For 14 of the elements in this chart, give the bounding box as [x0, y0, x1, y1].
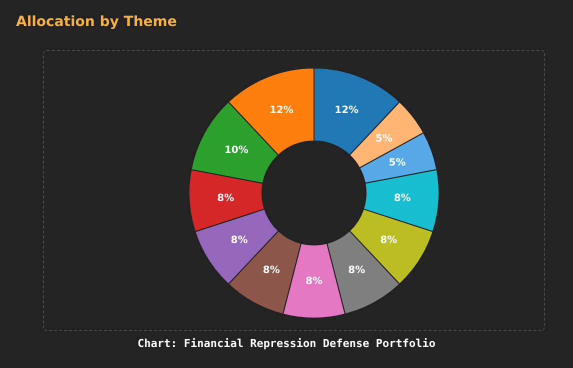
data-label: 8%	[230, 234, 248, 246]
data-label: 8%	[380, 234, 398, 246]
data-label: 8%	[262, 265, 280, 276]
data-label: 8%	[306, 276, 322, 287]
data-label: 12%	[334, 105, 359, 116]
data-label: 5%	[388, 158, 406, 169]
text: Chart: Financial Repression Defense Portfolio	[136, 337, 436, 350]
data-label: 10%	[224, 144, 248, 156]
data-label: 12%	[269, 105, 294, 116]
data-label: 8%	[217, 193, 234, 204]
data-label: 5%	[375, 133, 392, 144]
data-label: 8%	[348, 265, 366, 276]
chart-title: Allocation by Theme	[16, 14, 177, 30]
data-label: 8%	[394, 193, 411, 204]
